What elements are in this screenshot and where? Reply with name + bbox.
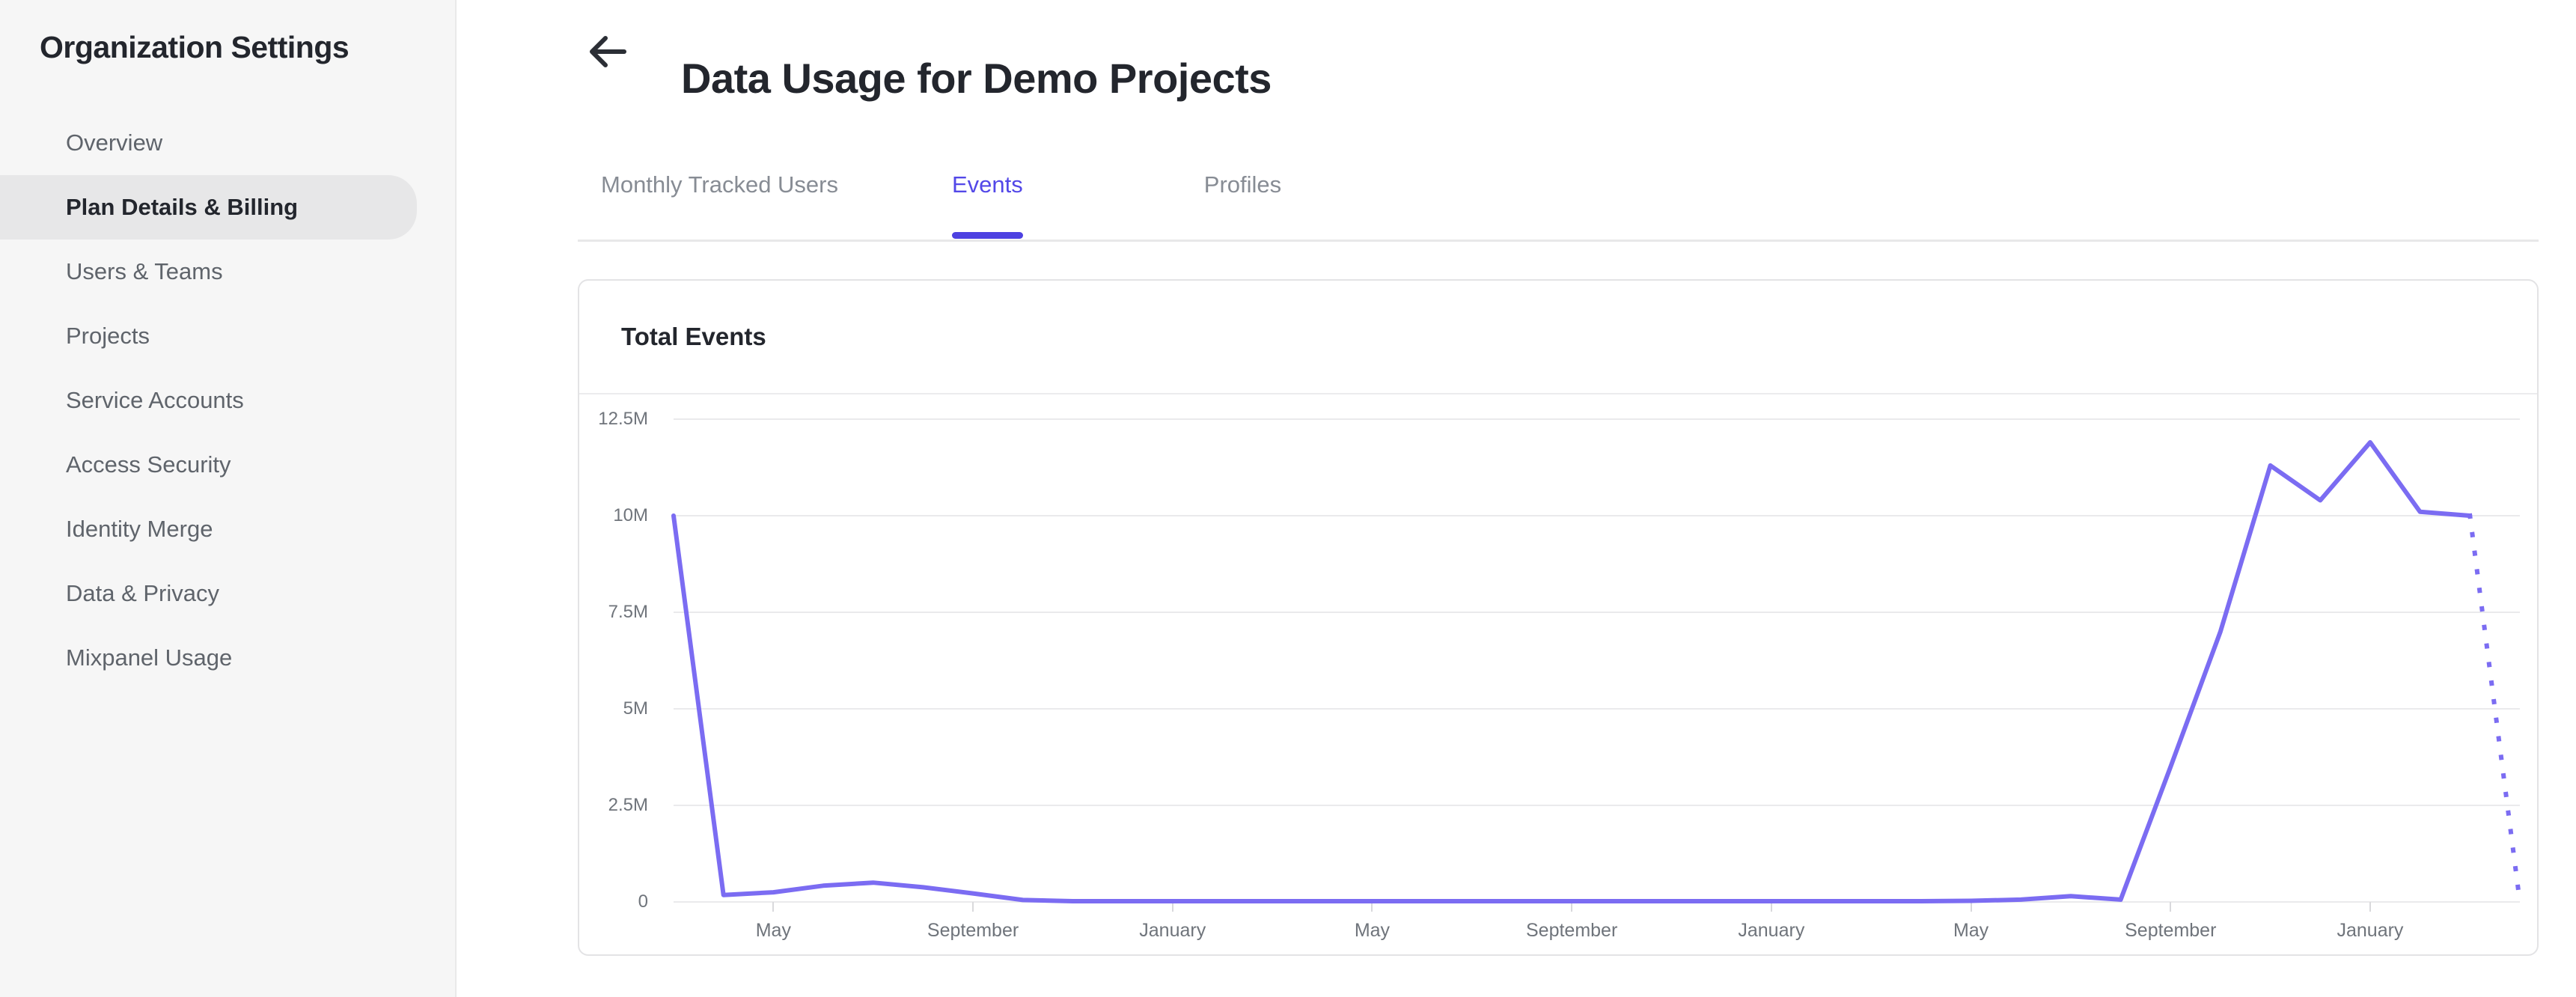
y-axis-label: 5M	[623, 698, 648, 719]
sidebar-item-users-teams[interactable]: Users & Teams	[0, 240, 457, 304]
sidebar-item-label: Plan Details & Billing	[66, 194, 299, 220]
x-axis-tick	[2369, 902, 2371, 912]
gridline	[674, 708, 2520, 710]
sidebar-item-label: Users & Teams	[66, 258, 223, 284]
sidebar-item-label: Mixpanel Usage	[66, 644, 233, 671]
main-content: Data Usage for Demo Projects Monthly Tra…	[457, 0, 2576, 997]
x-axis-tick	[1171, 902, 1173, 912]
gridline	[674, 612, 2520, 613]
tab-label: Monthly Tracked Users	[601, 171, 838, 198]
x-axis-tick	[772, 902, 775, 912]
sidebar-item-label: Identity Merge	[66, 516, 213, 542]
gridline	[674, 805, 2520, 806]
x-axis-label: May	[1354, 920, 1391, 941]
sidebar: Organization Settings Overview Plan Deta…	[0, 0, 457, 997]
total-events-card: Total Events 12.5M 10M 7.5M 5M 2.5M 0 May Septe…	[578, 279, 2539, 956]
x-axis-tick	[972, 902, 974, 912]
x-axis-tick	[1371, 902, 1373, 912]
tabs-divider	[578, 240, 2539, 242]
tab-monthly-tracked-users[interactable]: Monthly Tracked Users	[601, 139, 838, 241]
x-axis-label: May	[755, 920, 791, 941]
sidebar-title: Organization Settings	[40, 30, 350, 64]
back-button[interactable]	[585, 30, 630, 73]
sidebar-nav: Overview Plan Details & Billing Users & …	[0, 111, 457, 690]
x-axis-tick	[1770, 902, 1772, 912]
x-axis-label: May	[1953, 920, 1989, 941]
card-header: Total Events	[579, 281, 2537, 394]
tab-profiles[interactable]: Profiles	[1204, 139, 1281, 241]
sidebar-item-label: Overview	[66, 129, 163, 156]
x-axis-label: September	[1526, 920, 1618, 941]
sidebar-item-identity-merge[interactable]: Identity Merge	[0, 497, 457, 561]
x-axis-label: January	[2337, 920, 2404, 941]
x-axis-label: September	[2125, 920, 2217, 941]
line-series-projected-dotted	[2467, 513, 2523, 905]
y-axis-label: 12.5M	[598, 409, 648, 429]
y-axis-label: 7.5M	[608, 602, 648, 622]
y-axis-label: 2.5M	[608, 795, 648, 815]
sidebar-item-label: Service Accounts	[66, 387, 244, 413]
tab-active-underline	[952, 232, 1023, 239]
sidebar-item-data-privacy[interactable]: Data & Privacy	[0, 561, 457, 626]
sidebar-item-label: Data & Privacy	[66, 580, 220, 606]
y-axis-label: 0	[638, 891, 648, 912]
x-axis-tick	[2170, 902, 2172, 912]
x-axis-tick	[1970, 902, 1972, 912]
line-series-solid	[671, 440, 2473, 903]
chart-plot-area: 12.5M 10M 7.5M 5M 2.5M 0 May September January Ma…	[579, 394, 2537, 954]
y-axis-label: 10M	[613, 505, 648, 525]
x-axis-label: January	[1139, 920, 1206, 941]
gridline	[674, 418, 2520, 420]
x-axis-label: January	[1738, 920, 1805, 941]
tab-label: Profiles	[1203, 171, 1282, 198]
arrow-left-icon	[590, 36, 626, 67]
sidebar-item-service-accounts[interactable]: Service Accounts	[0, 368, 457, 433]
sidebar-item-access-security[interactable]: Access Security	[0, 433, 457, 497]
x-axis-label: September	[927, 920, 1019, 941]
tab-events[interactable]: Events	[952, 139, 1023, 241]
tab-label: Events	[952, 171, 1023, 198]
sidebar-item-plan-details-billing[interactable]: Plan Details & Billing	[0, 175, 417, 240]
gridline	[674, 515, 2520, 516]
page-title: Data Usage for Demo Projects	[681, 54, 1272, 102]
card-title: Total Events	[621, 323, 766, 350]
sidebar-item-overview[interactable]: Overview	[0, 111, 457, 175]
sidebar-item-projects[interactable]: Projects	[0, 304, 457, 368]
sidebar-item-label: Access Security	[66, 451, 231, 478]
total-events-line-chart	[671, 440, 2523, 905]
sidebar-item-label: Projects	[66, 323, 150, 349]
x-axis-tick	[1571, 902, 1573, 912]
tab-bar: Monthly Tracked Users Events Profiles	[601, 139, 1281, 241]
sidebar-item-mixpanel-usage[interactable]: Mixpanel Usage	[0, 626, 457, 690]
